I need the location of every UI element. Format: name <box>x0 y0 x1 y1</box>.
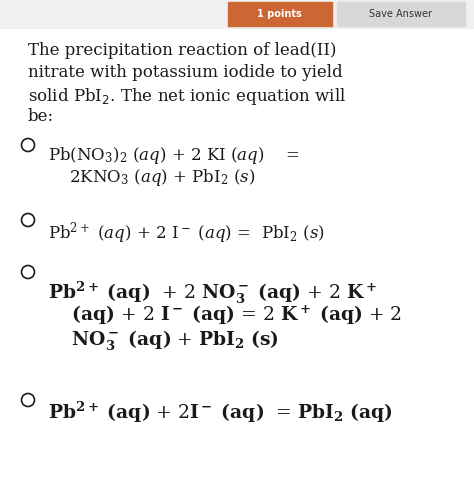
Text: solid PbI$_2$. The net ionic equation will: solid PbI$_2$. The net ionic equation wi… <box>28 86 346 107</box>
Text: $\mathbf{Pb^{2+}}$ $\mathbf{(aq)}$ + 2$\mathbf{I^-}$ $\mathbf{(aq)}$  = $\mathbf: $\mathbf{Pb^{2+}}$ $\mathbf{(aq)}$ + 2$\… <box>48 400 392 425</box>
Text: be:: be: <box>28 108 54 125</box>
Text: The precipitation reaction of lead(II): The precipitation reaction of lead(II) <box>28 42 337 59</box>
Text: Save Answer: Save Answer <box>369 9 432 19</box>
Text: $\mathbf{(aq)}$ + 2 $\mathbf{I^-}$ $\mathbf{(aq)}$ = 2 $\mathbf{K^+}$ $\mathbf{(: $\mathbf{(aq)}$ + 2 $\mathbf{I^-}$ $\mat… <box>48 304 402 327</box>
Text: nitrate with potassium iodide to yield: nitrate with potassium iodide to yield <box>28 64 343 81</box>
Bar <box>228 2 332 26</box>
Bar <box>337 2 465 26</box>
Text: $\mathbf{Pb^{2+}}$ $\mathbf{(aq)}$  + 2 $\mathbf{NO_3^-}$ $\mathbf{(aq)}$ + 2 $\: $\mathbf{Pb^{2+}}$ $\mathbf{(aq)}$ + 2 $… <box>48 280 377 306</box>
Bar <box>0 0 474 28</box>
Text: $\mathbf{NO_3^-}$ $\mathbf{(aq)}$ + $\mathbf{PbI_2}$ $\mathbf{(s)}$: $\mathbf{NO_3^-}$ $\mathbf{(aq)}$ + $\ma… <box>48 328 279 352</box>
Text: Pb$^{2+}$ $(aq)$ + 2 I$^-$ $(aq)$ =  PbI$_2$ $(s)$: Pb$^{2+}$ $(aq)$ + 2 I$^-$ $(aq)$ = PbI$… <box>48 220 325 246</box>
Text: 1 points: 1 points <box>257 9 302 19</box>
Text: Pb(NO$_3$)$_2$ $(aq)$ + 2 KI $(aq)$    =: Pb(NO$_3$)$_2$ $(aq)$ + 2 KI $(aq)$ = <box>48 145 299 166</box>
Text: 2KNO$_3$ $(aq)$ + PbI$_2$ $(s)$: 2KNO$_3$ $(aq)$ + PbI$_2$ $(s)$ <box>48 167 255 188</box>
